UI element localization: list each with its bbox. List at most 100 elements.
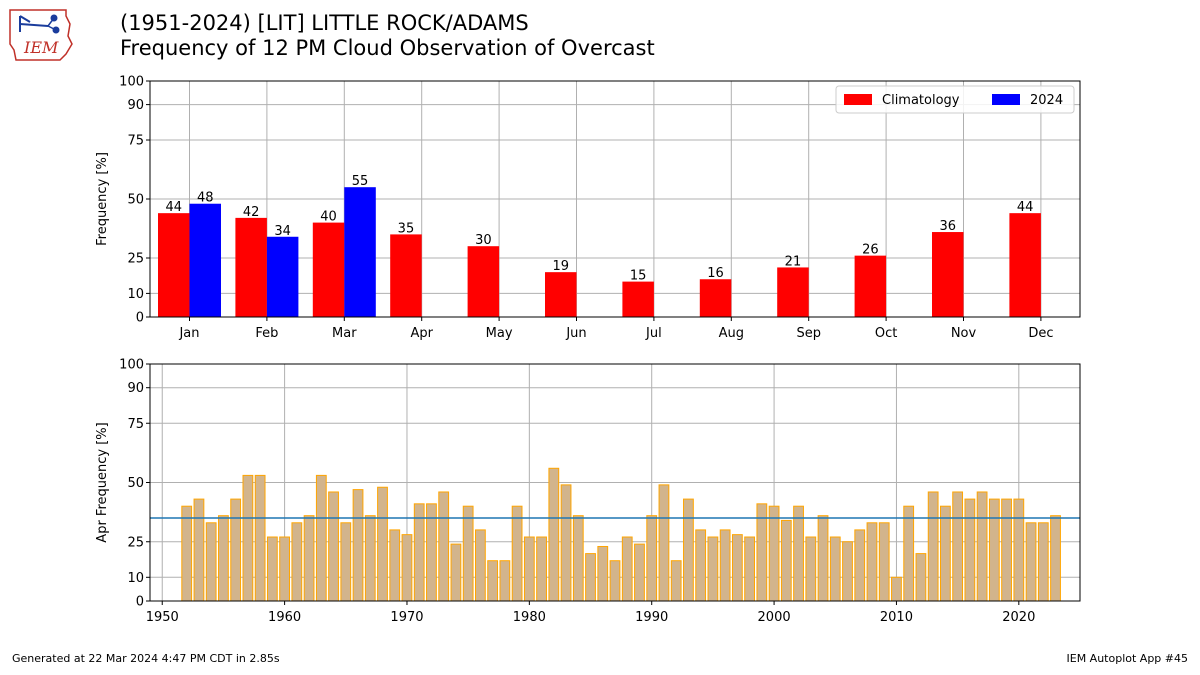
annual-bar	[731, 534, 743, 602]
climatology-bar	[622, 281, 654, 317]
climatology-bar-label: 42	[243, 205, 260, 220]
x-tick-label: Oct	[875, 326, 897, 341]
annual-bar	[279, 536, 291, 602]
annual-bar	[401, 534, 413, 602]
annual-bar	[511, 505, 523, 602]
y-tick-label: 10	[127, 287, 144, 302]
annual-bar	[218, 515, 229, 602]
annual-bar	[793, 505, 804, 602]
footer-app: IEM Autoplot App #45	[1066, 652, 1189, 665]
x-tick-label: 1970	[390, 610, 423, 625]
annual-bar	[1050, 515, 1061, 602]
x-tick-label: 2010	[880, 610, 913, 625]
annual-bar	[193, 498, 205, 602]
x-tick-label: Dec	[1028, 326, 1053, 341]
annual-bar	[878, 522, 890, 602]
legend-swatch-2024	[992, 94, 1020, 105]
annual-bar	[952, 491, 964, 602]
climatology-bar-label: 40	[320, 210, 337, 225]
annual-bar	[597, 545, 609, 602]
y-tick-label: 50	[127, 476, 144, 491]
y-axis-label: Frequency [%]	[95, 152, 110, 246]
climatology-bar	[545, 272, 577, 317]
year-2024-bar	[189, 203, 221, 317]
annual-bar	[487, 560, 499, 602]
annual-bar	[940, 505, 951, 602]
annual-bar	[621, 536, 633, 602]
legend-swatch-climatology	[844, 94, 872, 105]
annual-bar	[829, 536, 841, 602]
annual-bar	[695, 529, 707, 602]
x-tick-label: Aug	[719, 326, 744, 341]
annual-bar	[976, 491, 988, 602]
annual-bar	[719, 529, 731, 602]
climatology-bar-label: 36	[939, 219, 956, 234]
annual-bar	[1037, 522, 1049, 602]
chart-title: (1951-2024) [LIT] LITTLE ROCK/ADAMS	[120, 11, 529, 35]
annual-bar	[499, 560, 511, 602]
x-tick-label: Jun	[565, 326, 586, 341]
annual-bar	[303, 515, 315, 602]
annual-bar	[181, 505, 193, 602]
x-tick-label: 2000	[758, 610, 791, 625]
annual-bar	[352, 489, 364, 602]
annual-bar	[389, 529, 401, 602]
annual-bar	[891, 576, 902, 602]
x-tick-label: 1980	[513, 610, 546, 625]
y-tick-label: 100	[119, 75, 144, 90]
y-tick-label: 25	[127, 535, 144, 550]
annual-bar	[609, 560, 621, 602]
annual-bar	[266, 536, 278, 602]
year-2024-bar	[266, 236, 299, 317]
legend-box	[835, 85, 1075, 114]
climatology-bar	[467, 246, 500, 317]
annual-bar	[805, 536, 817, 602]
annual-bar	[866, 522, 878, 602]
annual-bar	[842, 541, 853, 602]
footer-generated: Generated at 22 Mar 2024 4:47 PM CDT in …	[12, 652, 280, 665]
x-tick-label: Feb	[255, 326, 278, 341]
x-tick-label: 1990	[635, 610, 668, 625]
legend-label-climatology: Climatology	[882, 93, 960, 108]
climatology-bar-label: 44	[165, 200, 182, 215]
year-2024-bar	[344, 187, 376, 317]
logo-text: IEM	[23, 38, 59, 57]
top-plot-frame	[149, 80, 1081, 318]
annual-bar	[572, 515, 584, 602]
climatology-bar	[699, 279, 732, 317]
x-tick-label: May	[486, 326, 513, 341]
annual-bar	[646, 515, 658, 602]
y-tick-label: 25	[127, 252, 144, 267]
annual-bar	[475, 529, 486, 602]
annual-bar	[634, 543, 645, 602]
annual-bar	[927, 491, 939, 602]
annual-bar	[254, 474, 266, 602]
annual-bar	[230, 498, 242, 602]
x-tick-label: Nov	[951, 326, 977, 341]
x-tick-label: 2020	[1002, 610, 1035, 625]
annual-bar	[903, 505, 915, 602]
y-axis-label-annual: Apr Frequency [%]	[95, 422, 110, 542]
annual-bar	[1013, 498, 1025, 602]
climatology-bar	[158, 213, 190, 317]
x-tick-label: Sep	[796, 326, 821, 341]
climatology-bar-label: 15	[630, 269, 647, 284]
y-tick-label: 0	[136, 311, 144, 326]
x-tick-label: Jan	[178, 326, 199, 341]
annual-bar	[854, 529, 866, 602]
annual-bar	[340, 522, 352, 602]
climatology-bar-label: 26	[862, 243, 879, 258]
annual-bar	[707, 536, 719, 602]
year-2024-bar-label: 48	[197, 191, 214, 206]
x-tick-label: 1950	[146, 610, 179, 625]
x-tick-label: Apr	[410, 326, 433, 341]
iem-logo: IEM	[9, 9, 73, 61]
y-tick-label: 75	[127, 134, 144, 149]
annual-bar	[291, 522, 303, 602]
annual-bar	[438, 491, 450, 602]
annual-bar	[315, 474, 327, 602]
annual-bar	[242, 474, 254, 602]
annual-bar	[768, 505, 780, 602]
y-tick-label: 75	[127, 417, 144, 432]
